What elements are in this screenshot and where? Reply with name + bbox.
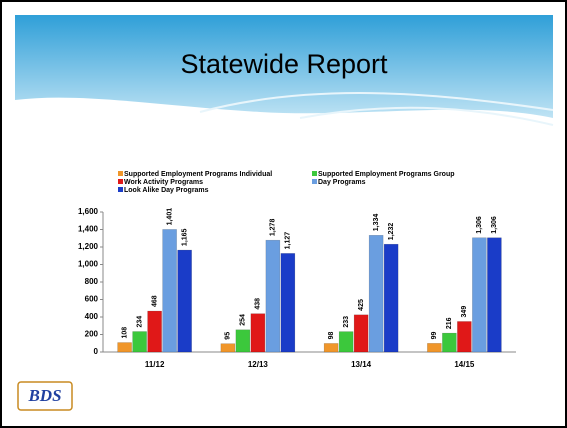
bar xyxy=(280,253,296,353)
bar xyxy=(338,331,354,353)
y-tick-label: 0 xyxy=(94,347,99,356)
value-label: 95 xyxy=(225,332,232,340)
value-label: 234 xyxy=(136,316,143,328)
legend-swatch xyxy=(312,179,317,184)
logo-box xyxy=(17,381,73,411)
legend-label: Supported Employment Programs Individual xyxy=(124,171,272,178)
bar xyxy=(132,331,147,353)
y-tick-label: 1,400 xyxy=(78,225,99,234)
bar xyxy=(472,237,487,353)
value-label: 233 xyxy=(343,316,350,328)
value-label: 1,401 xyxy=(166,208,173,226)
y-tick-label: 1,600 xyxy=(78,207,99,216)
bar xyxy=(487,237,502,353)
value-label: 1,306 xyxy=(491,216,498,234)
bar xyxy=(323,343,339,353)
value-label: 1,165 xyxy=(181,228,188,246)
legend-label: Day Programs xyxy=(318,179,366,186)
x-tick-label: 13/14 xyxy=(351,360,372,369)
value-label: 438 xyxy=(255,298,262,310)
value-label: 425 xyxy=(358,299,365,311)
y-tick-label: 600 xyxy=(85,295,99,304)
bar xyxy=(457,321,472,353)
value-label: 1,127 xyxy=(285,232,292,250)
value-label: 108 xyxy=(121,327,128,339)
bar xyxy=(353,314,369,353)
legend-swatch xyxy=(118,187,123,192)
legend-label: Look Alike Day Programs xyxy=(124,187,209,194)
x-tick-label: 12/13 xyxy=(248,360,269,369)
slide-title: Statewide Report xyxy=(180,49,388,79)
y-tick-label: 1,000 xyxy=(78,260,99,269)
value-label: 468 xyxy=(151,295,158,307)
x-tick-label: 11/12 xyxy=(145,360,165,369)
value-label: 99 xyxy=(431,331,438,339)
bar xyxy=(235,329,251,353)
y-tick-label: 400 xyxy=(85,312,99,321)
value-label: 254 xyxy=(240,314,247,326)
bar xyxy=(220,343,236,353)
y-tick-label: 800 xyxy=(85,277,99,286)
bar xyxy=(442,332,457,353)
legend-label: Supported Employment Programs Group xyxy=(318,171,455,178)
x-tick-label: 14/15 xyxy=(454,360,475,369)
value-label: 1,232 xyxy=(388,223,395,241)
header xyxy=(15,15,553,118)
bar xyxy=(368,235,384,353)
value-label: 98 xyxy=(328,332,335,340)
header-wave xyxy=(199,92,554,126)
bar xyxy=(117,342,132,353)
bar xyxy=(162,229,177,353)
legend-swatch xyxy=(312,171,317,176)
y-tick-label: 200 xyxy=(85,330,99,339)
bar xyxy=(265,239,281,353)
legend-label: Work Activity Programs xyxy=(124,179,203,186)
bar xyxy=(250,313,266,353)
value-label: 1,278 xyxy=(270,219,277,237)
value-label: 1,306 xyxy=(476,216,483,234)
bar xyxy=(427,343,442,353)
bar xyxy=(147,310,162,353)
bar xyxy=(383,243,399,353)
bar xyxy=(177,249,192,353)
legend-swatch xyxy=(118,179,123,184)
y-tick-label: 1,200 xyxy=(78,242,99,251)
value-label: 1,334 xyxy=(373,214,380,232)
legend-swatch xyxy=(118,171,123,176)
value-label: 216 xyxy=(446,317,453,329)
logo: BDS xyxy=(27,386,61,405)
value-label: 349 xyxy=(461,306,468,318)
